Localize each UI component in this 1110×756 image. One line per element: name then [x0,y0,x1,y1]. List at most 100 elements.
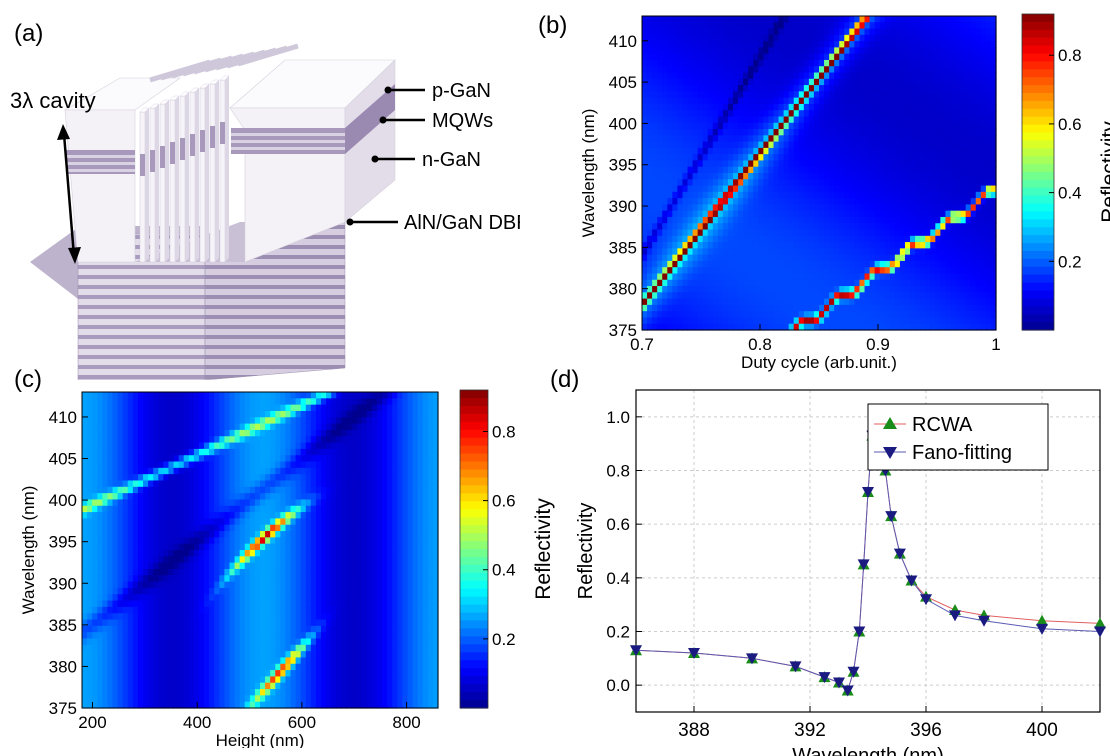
heatmap-cell [935,204,941,212]
heatmap-cell [652,273,658,281]
heatmap-cell [677,311,684,319]
heatmap-cell [188,461,195,469]
heatmap-cell [168,556,175,564]
heatmap-cell [889,273,896,281]
heatmap-cell [102,625,109,633]
heatmap-cell [834,298,840,306]
heatmap-cell [178,455,185,463]
heatmap-cell [153,543,159,551]
heatmap-cell [975,216,982,224]
heatmap-cell [707,260,714,268]
heatmap-cell [859,323,866,331]
heatmap-cell [209,625,215,633]
heatmap-cell [813,47,820,55]
heatmap-cell [153,682,159,690]
heatmap-cell [803,286,810,293]
heatmap-cell [763,66,770,74]
heatmap-cell [788,191,795,199]
heatmap-cell [960,122,967,130]
heatmap-cell [813,41,820,48]
heatmap-cell [793,66,800,74]
heatmap-cell [819,110,825,118]
heatmap-cell [677,242,684,249]
heatmap-cell [915,91,921,99]
heatmap-cell [743,248,749,256]
heatmap-cell [874,78,881,86]
heatmap-cell [168,695,175,703]
heatmap-cell [677,304,684,312]
heatmap-cell [935,311,941,319]
heatmap-cell [783,273,790,281]
heatmap-cell [153,600,159,608]
heatmap-cell [117,512,124,519]
heatmap-cell [813,248,820,256]
heatmap-cell [930,78,936,86]
heatmap-cell [889,166,896,174]
heatmap-cell [112,695,119,703]
heatmap-cell [158,429,164,437]
heatmap-cell [173,562,180,570]
heatmap-cell [647,292,653,300]
heatmap-cell [153,474,159,482]
heatmap-cell [808,34,815,42]
heatmap-cell [178,600,185,608]
heatmap-cell [702,141,709,149]
heatmap-cell [904,304,911,312]
heatmap-cell [899,85,906,92]
y-tick-label: 375 [609,321,637,340]
heatmap-cell [702,66,709,74]
heatmap-cell [188,417,195,425]
heatmap-cell [92,663,98,671]
heatmap-cell [163,505,170,513]
heatmap-cell [712,147,719,155]
heatmap-cell [687,198,694,205]
heatmap-cell [970,53,977,61]
heatmap-cell [667,47,673,55]
heatmap-cell [677,116,684,124]
heatmap-cell [920,260,926,268]
heatmap-cell [773,72,780,80]
heatmap-cell [642,91,648,99]
heatmap-cell [874,198,881,205]
heatmap-cell [92,587,98,595]
heatmap-cell [813,286,820,293]
heatmap-cell [985,129,992,136]
heatmap-cell [824,242,830,249]
heatmap-cell [889,204,896,212]
heatmap-cell [672,185,678,193]
heatmap-cell [193,499,200,507]
heatmap-cell [672,16,678,23]
heatmap-cell [722,28,729,36]
heatmap-cell [697,191,704,199]
heatmap-cell [672,47,678,55]
heatmap-cell [965,273,972,281]
grating-bar-mqw [160,146,165,168]
heatmap-cell [707,323,714,331]
heatmap-cell [945,292,952,300]
heatmap-cell [743,34,749,42]
heatmap-cell [834,248,840,256]
heatmap-cell [193,455,200,463]
heatmap-cell [808,22,815,30]
heatmap-cell [874,154,881,162]
heatmap-cell [127,512,134,519]
heatmap-cell [915,135,921,143]
heatmap-cell [198,600,205,608]
heatmap-cell [188,480,195,488]
heatmap-cell [717,229,724,237]
heatmap-cell [899,47,906,55]
heatmap-cell [854,273,861,281]
heatmap-cell [97,524,103,532]
heatmap-cell [950,317,957,325]
heatmap-cell [884,298,891,306]
heatmap-cell [839,242,845,249]
heatmap-cell [692,286,699,293]
heatmap-cell [193,518,200,526]
heatmap-cell [733,28,739,36]
heatmap-cell [859,242,866,249]
heatmap-cell [738,78,744,86]
heatmap-cell [925,229,931,237]
heatmap-cell [819,204,825,212]
heatmap-cell [904,16,911,23]
heatmap-cell [980,223,987,231]
